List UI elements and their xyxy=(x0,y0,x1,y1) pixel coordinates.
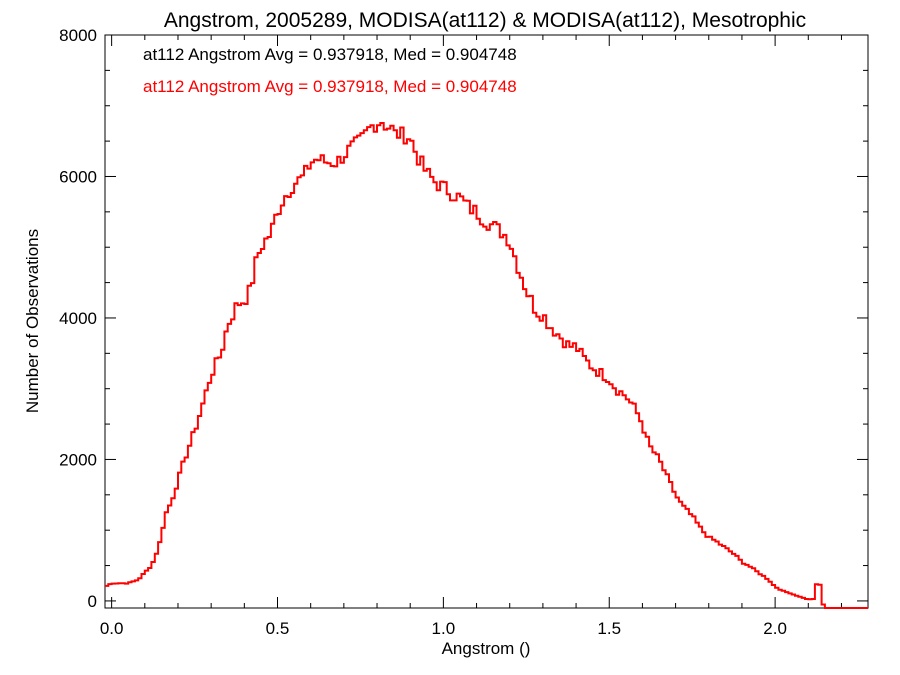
x-tick-label: 1.0 xyxy=(432,619,456,638)
x-axis-label: Angstrom () xyxy=(442,639,531,658)
plot-area xyxy=(104,34,869,609)
axis-tick-labels: 0.0 0.5 1.0 1.5 2.0 0 2000 4000 6000 8000 xyxy=(59,26,787,638)
axis-ticks xyxy=(105,34,868,608)
y-tick-label: 8000 xyxy=(59,26,97,45)
x-tick-label: 0.5 xyxy=(266,619,290,638)
x-tick-label: 0.0 xyxy=(100,619,124,638)
plot-frame xyxy=(104,34,869,609)
x-tick-label: 2.0 xyxy=(763,619,787,638)
chart-title: Angstrom, 2005289, MODISA(at112) & MODIS… xyxy=(164,9,806,32)
y-tick-label: 4000 xyxy=(59,309,97,328)
y-tick-label: 6000 xyxy=(59,167,97,186)
legend-entry-red: at112 Angstrom Avg = 0.937918, Med = 0.9… xyxy=(143,77,517,96)
x-tick-label: 1.5 xyxy=(597,619,621,638)
y-tick-label: 2000 xyxy=(59,450,97,469)
y-tick-label: 0 xyxy=(88,592,97,611)
series-histogram-line xyxy=(105,122,868,609)
y-axis-label: Number of Observations xyxy=(23,229,42,413)
legend-entry-black: at112 Angstrom Avg = 0.937918, Med = 0.9… xyxy=(143,45,517,64)
